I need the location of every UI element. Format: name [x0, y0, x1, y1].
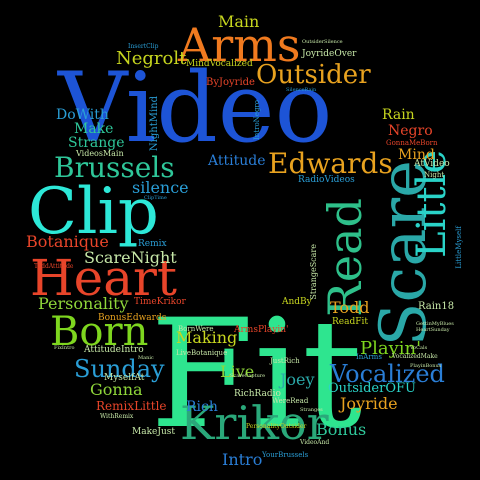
word-andby: AndBy [282, 297, 312, 307]
word-videosmain: VideosMain [76, 149, 124, 158]
word-heart: Heart [30, 249, 177, 307]
word-mindvocalized: MindVocalized [186, 59, 253, 69]
word-heartsunday: HeartSunday [416, 327, 450, 333]
word-arms: Arms [178, 18, 301, 72]
word-yourbrussels: YourBrussels [262, 451, 309, 459]
word-gonnameborn: GonnaMeBorn [386, 139, 438, 147]
word-withremix: WithRemix [100, 413, 134, 420]
word-richradio: RichRadio [234, 389, 281, 399]
word-remixlittle: RemixLittle [96, 399, 167, 413]
word-live: Live [220, 362, 255, 381]
word-make: Make [74, 121, 114, 137]
word-video: Video [58, 52, 333, 164]
word-strangescare: StrangeScare [309, 244, 318, 300]
word-livebotanique: LiveBotanique [176, 349, 228, 357]
word-vocals: VoCals [410, 345, 428, 351]
word-strange: Strange [68, 135, 125, 151]
word-making: Making [176, 328, 238, 347]
word-joyrideover: JoyrideOver [302, 49, 357, 59]
word-night: Night [424, 171, 445, 179]
word-timekrikor: TimeKrikor [134, 297, 186, 307]
word-myselfat: MyselfAt [104, 373, 145, 383]
word-botanique: Botanique [26, 232, 109, 251]
word-intronegro: IntroNegro [253, 100, 261, 140]
word-vocalized: Vocalized [330, 360, 445, 388]
word-insertclip: InsertClip [128, 43, 159, 50]
word-edwards: Edwards [268, 147, 393, 180]
word-scarecapture: ScareCapture [230, 373, 266, 379]
word-playinbonus: PlayinBonus [410, 363, 442, 369]
word-joyride: Joyride [340, 394, 398, 413]
word-attitudeintro: AttitudeIntro [84, 345, 144, 355]
word-main: Main [218, 12, 260, 31]
word-rich: Rich [186, 399, 218, 415]
word-silence: silence [132, 178, 189, 197]
word-silencerain: SilenceRain [286, 87, 317, 93]
word-toddattitude: ToddAttitude [34, 263, 74, 270]
word-vocalizedmake: VocalizedMake [392, 353, 438, 360]
word-brussels: Brussels [54, 151, 175, 184]
word-remix: Remix [138, 239, 167, 249]
word-radiovideos: RadioVideos [298, 175, 355, 185]
word-joey: Joey [280, 370, 315, 389]
word-gettinmyblues: GettinMyBlues [416, 321, 454, 327]
word-atvideo: AtVideo [414, 159, 450, 169]
word-born: Born [50, 309, 149, 355]
word-justrich: JustRich [270, 357, 300, 365]
word-nightmind: NightMind [149, 96, 160, 152]
word-bonusedwards: BonusEdwards [98, 313, 167, 323]
word-readfit: ReadFit [332, 317, 368, 327]
word-bonus: Bonus [316, 420, 367, 439]
word-cliptime: ClipTime [144, 195, 167, 201]
word-negro: Negro [388, 123, 433, 139]
word-inarms: InArms [356, 353, 382, 361]
word-attitude: Attitude [208, 153, 266, 169]
word-rain18: Rain18 [418, 301, 455, 312]
word-wereread: WereRead [272, 397, 309, 405]
word-outsiderofu: OutsiderOFU [328, 381, 416, 396]
word-scarenight: ScareNight [84, 248, 177, 267]
word-bornwere: BornWere [178, 325, 214, 333]
word-dowith: DoWith [56, 107, 109, 123]
word-sunday: Sunday [74, 355, 165, 383]
word-outsidersilence: OutsiderSilence [302, 39, 343, 45]
word-armsplayin: ArmsPlayin' [234, 325, 289, 335]
word-personalityoutsider: PersonalityOutsider [246, 423, 307, 430]
word-fixintro: FixIntro [54, 345, 75, 351]
word-stranges: Stranges [300, 407, 323, 413]
word-personality: Personality [38, 294, 129, 313]
word-outsider: Outsider [256, 60, 371, 90]
word-todd: Todd [330, 298, 370, 317]
word-gonna: Gonna [90, 380, 143, 399]
word-littlemyself: LittleMyself [455, 226, 463, 269]
word-playin: Playin' [360, 338, 422, 359]
word-clip: Clip [28, 175, 159, 249]
word-videoand: VideoAnd [300, 439, 330, 446]
word-byjoyride: ByJoyride [206, 77, 255, 88]
word-manic: Manic [138, 355, 154, 361]
word-mind: Mind [398, 147, 435, 163]
word-negrolt: Negrolt [116, 48, 187, 69]
word-makejust: MakeJust [132, 427, 176, 437]
word-krikor: Krikor [180, 396, 329, 450]
word-rain: Rain [382, 107, 415, 123]
word-fit: Fit [150, 288, 363, 462]
word-intro: Intro [222, 450, 263, 469]
